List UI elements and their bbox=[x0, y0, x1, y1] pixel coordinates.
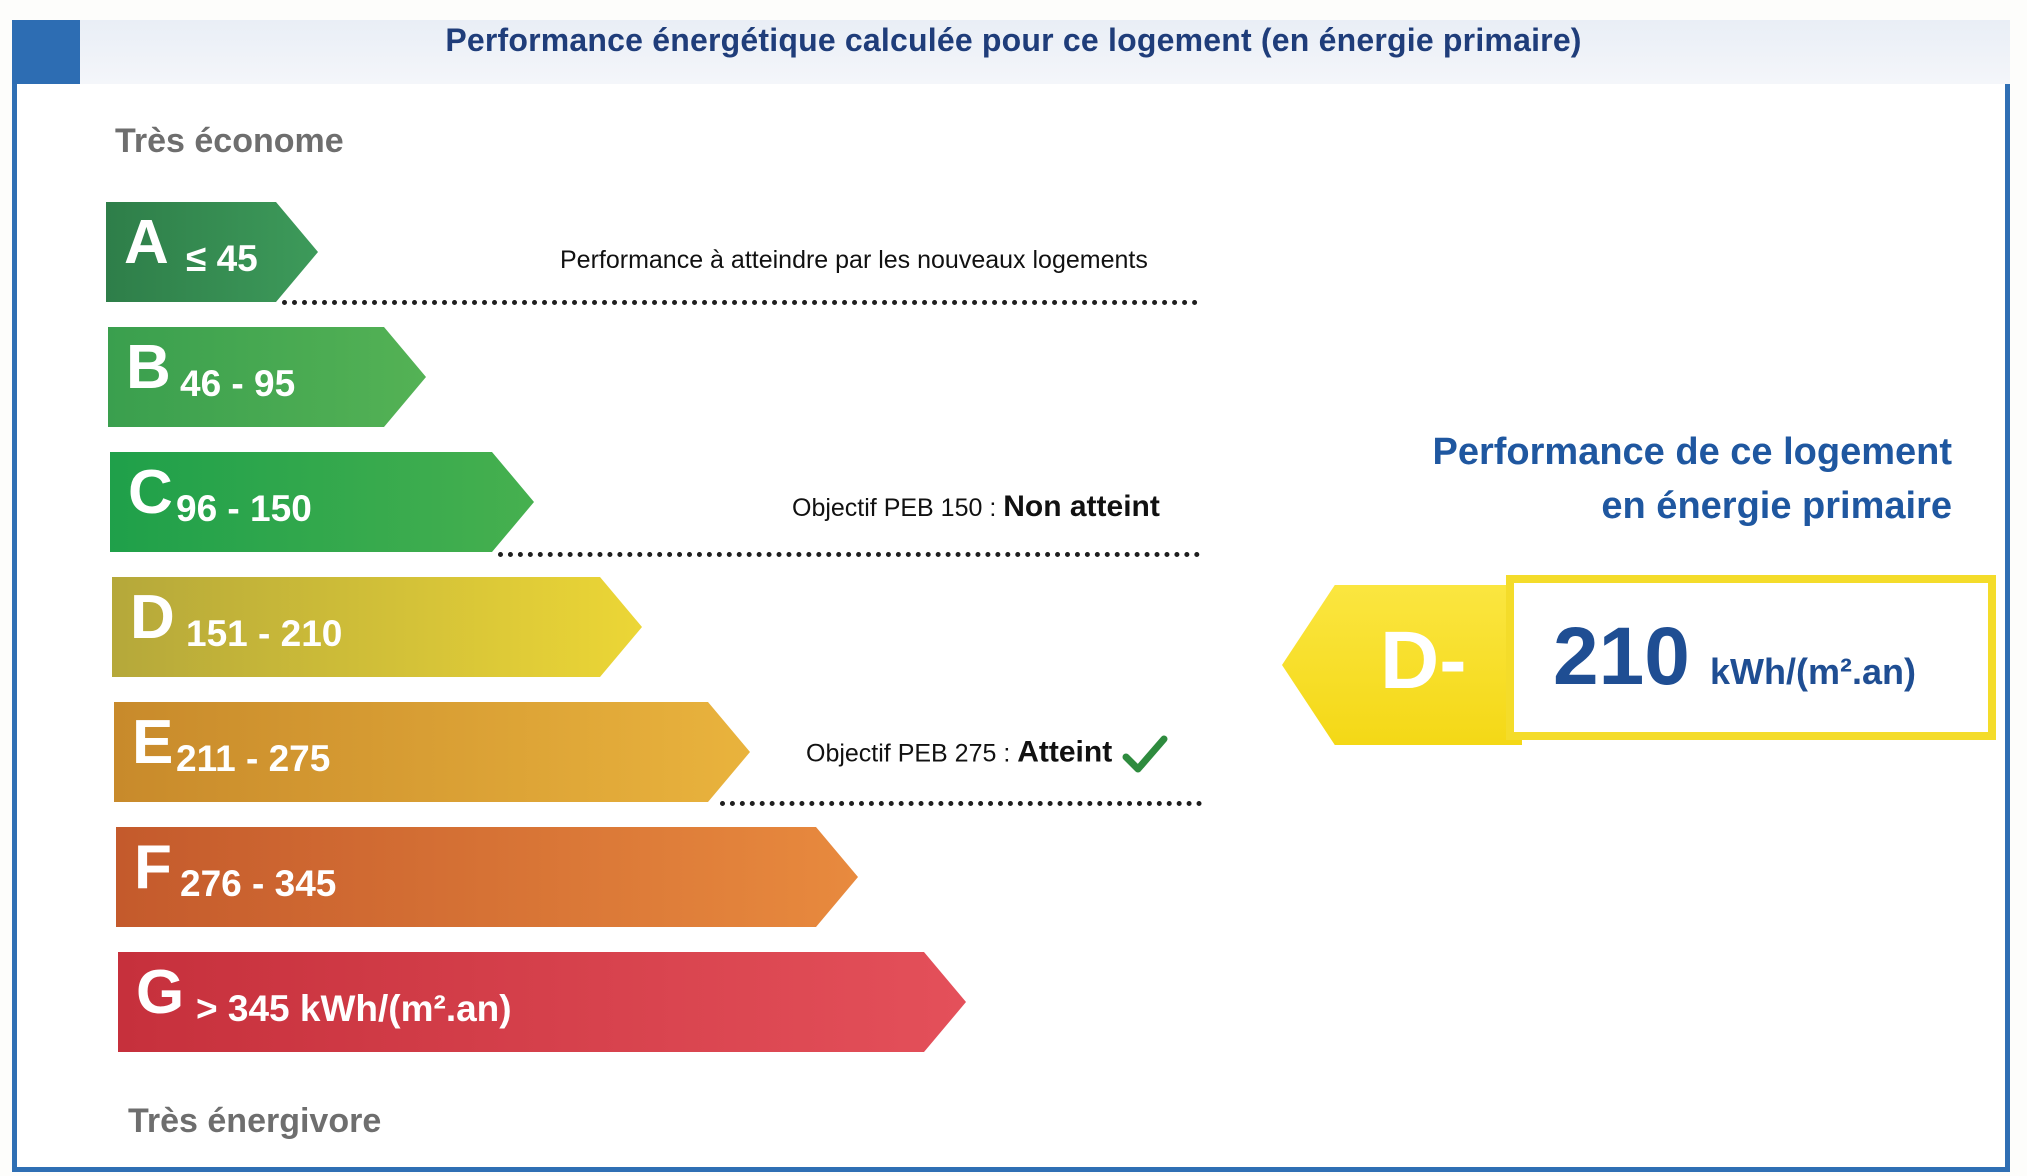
energy-class-f: F 276 - 345 bbox=[116, 827, 858, 927]
energy-class-a: A ≤ 45 bbox=[106, 202, 318, 302]
new-housing-threshold-line bbox=[282, 300, 1198, 305]
check-icon bbox=[1122, 735, 1168, 773]
peb150-status: Non atteint bbox=[1003, 490, 1160, 523]
class-letter: C bbox=[128, 458, 173, 527]
result-title-line1: Performance de ce logement bbox=[1432, 431, 1952, 473]
class-letter: B bbox=[126, 333, 171, 402]
peb150-label: Objectif PEB 150 : bbox=[792, 494, 1004, 522]
peb150-note: Objectif PEB 150 : Non atteint bbox=[792, 490, 1160, 524]
result-class-arrow bbox=[1282, 585, 1522, 745]
header-band bbox=[12, 20, 2010, 84]
energy-class-c: C 96 - 150 bbox=[110, 452, 534, 552]
scale-bottom-label: Très énergivore bbox=[128, 1102, 382, 1140]
result-value: 210 bbox=[1553, 611, 1690, 702]
class-letter: G bbox=[136, 958, 185, 1027]
result-title-line2: en énergie primaire bbox=[1601, 485, 1952, 527]
class-range: > 345 kWh/(m².an) bbox=[196, 988, 512, 1029]
peb275-status: Atteint bbox=[1017, 735, 1113, 769]
class-letter: E bbox=[132, 708, 174, 777]
class-range: 276 - 345 bbox=[180, 863, 337, 904]
class-range: 151 - 210 bbox=[186, 613, 343, 654]
class-letter: D bbox=[130, 583, 175, 652]
peb150-threshold-line bbox=[498, 552, 1200, 557]
class-letter: F bbox=[134, 833, 172, 902]
result-value-box bbox=[1506, 575, 1996, 740]
scale-top-label: Très économe bbox=[115, 122, 344, 160]
class-range: ≤ 45 bbox=[186, 238, 258, 279]
class-range: 96 - 150 bbox=[176, 488, 312, 529]
result-title: Performance de ce logement en énergie pr… bbox=[1432, 425, 1952, 533]
page-title: Performance énergétique calculée pour ce… bbox=[445, 22, 1582, 58]
peb275-note: Objectif PEB 275 : Atteint bbox=[806, 735, 1168, 775]
class-range: 211 - 275 bbox=[176, 738, 331, 779]
header-tab bbox=[12, 20, 80, 84]
peb275-label: Objectif PEB 275 : bbox=[806, 739, 1018, 768]
new-housing-note: Performance à atteindre par les nouveaux… bbox=[560, 246, 1148, 274]
class-letter: A bbox=[124, 208, 169, 277]
energy-class-e: E 211 - 275 bbox=[114, 702, 750, 802]
result-class: D- bbox=[1380, 615, 1467, 706]
result-unit: kWh/(m².an) bbox=[1710, 651, 1916, 692]
peb275-threshold-line bbox=[720, 801, 1202, 806]
class-range: 46 - 95 bbox=[180, 363, 296, 404]
energy-class-b: B 46 - 95 bbox=[108, 327, 426, 427]
energy-class-g: G > 345 kWh/(m².an) bbox=[118, 952, 966, 1052]
energy-class-d: D 151 - 210 bbox=[112, 577, 642, 677]
